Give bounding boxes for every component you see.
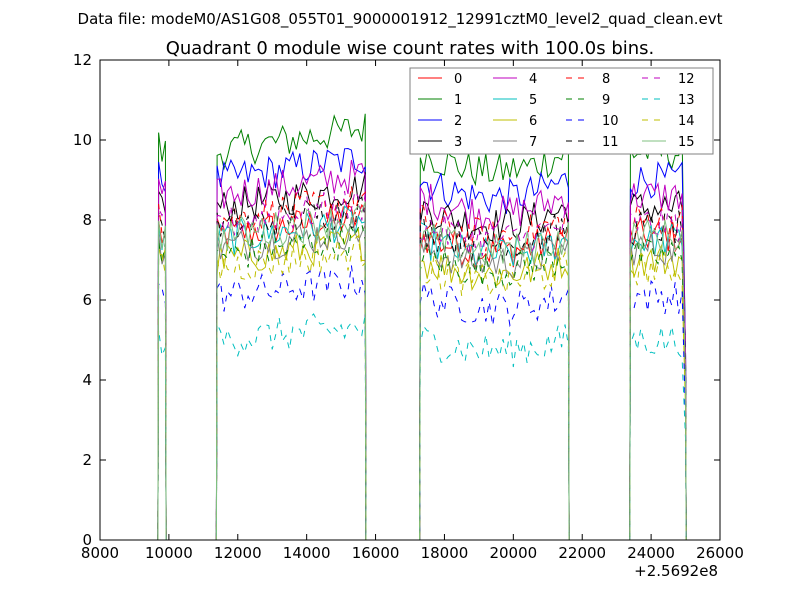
legend-label-3: 3	[454, 135, 462, 150]
x-tick-label: 12000	[214, 544, 262, 562]
legend-label-13: 13	[678, 93, 695, 108]
x-tick-label: 14000	[283, 544, 331, 562]
legend-label-4: 4	[529, 72, 537, 87]
legend-label-10: 10	[602, 114, 619, 129]
legend-label-8: 8	[602, 72, 610, 87]
x-tick-label: 26000	[696, 544, 744, 562]
legend-box	[409, 67, 714, 155]
y-tick-label: 0	[82, 531, 92, 549]
y-tick-label: 12	[73, 51, 92, 69]
legend-label-6: 6	[529, 114, 537, 129]
legend-label-2: 2	[454, 114, 462, 129]
x-tick-label: 8000	[81, 544, 119, 562]
legend-label-0: 0	[454, 72, 462, 87]
legend-label-9: 9	[602, 93, 610, 108]
legend-label-11: 11	[602, 135, 619, 150]
y-tick-label: 4	[82, 371, 92, 389]
legend-label-15: 15	[678, 135, 695, 150]
legend-label-5: 5	[529, 93, 537, 108]
series-layer	[157, 113, 687, 540]
x-tick-label: 10000	[145, 544, 193, 562]
y-tick-label: 6	[82, 291, 92, 309]
x-tick-label: 22000	[558, 544, 606, 562]
legend-label-7: 7	[529, 135, 537, 150]
series-line-14	[157, 234, 687, 540]
y-tick-label: 8	[82, 211, 92, 229]
legend-label-12: 12	[678, 72, 695, 87]
legend-label-14: 14	[678, 114, 695, 129]
legend-label-1: 1	[454, 93, 462, 108]
series-line-15	[157, 201, 687, 540]
axis-layer: 8000 10000 12000 14000 16000 18000 20000 22000 2…	[73, 51, 744, 562]
x-tick-label: 20000	[489, 544, 537, 562]
y-tick-label: 2	[82, 451, 92, 469]
chart-title: Quadrant 0 module wise count rates with …	[166, 38, 655, 59]
x-tick-label: 24000	[627, 544, 675, 562]
x-tick-label: 18000	[421, 544, 469, 562]
x-offset-label: +2.5692e8	[634, 562, 718, 580]
x-tick-label: 16000	[352, 544, 400, 562]
y-tick-label: 10	[73, 131, 92, 149]
chart-suptitle: Data file: modeM0/AS1G08_055T01_90000019…	[78, 10, 723, 29]
series-line-13	[157, 313, 687, 540]
